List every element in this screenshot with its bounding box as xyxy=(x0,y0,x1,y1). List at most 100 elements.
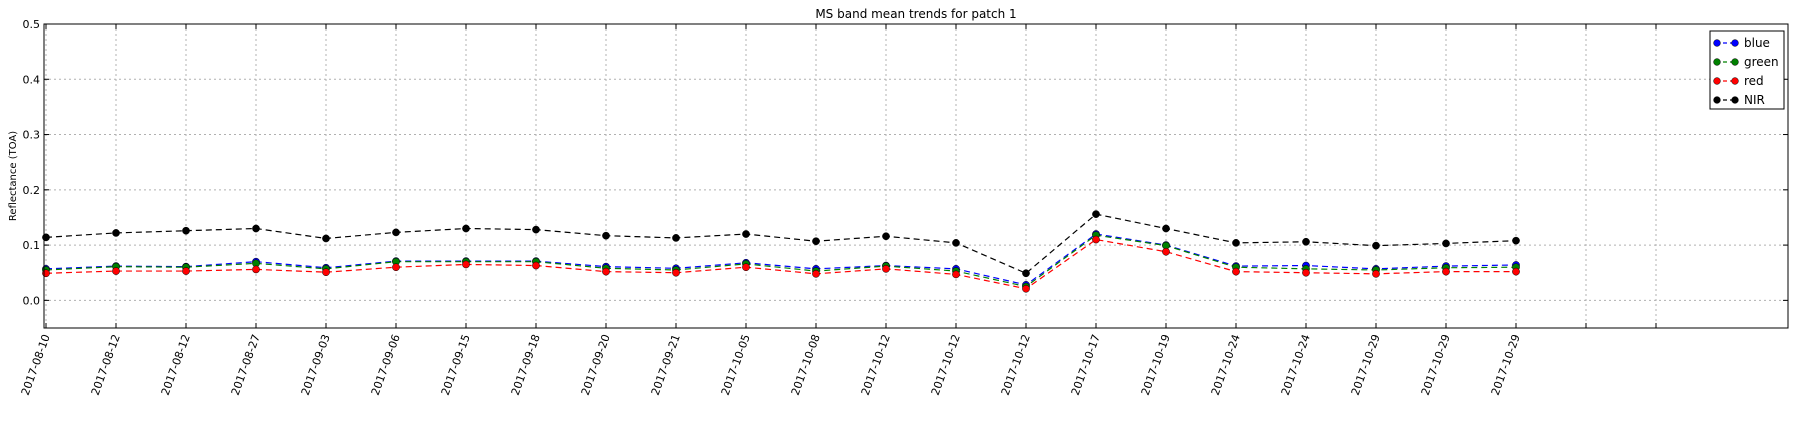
series-layer xyxy=(42,210,1520,293)
legend-item-blue: blue xyxy=(1713,36,1770,50)
data-point-nir xyxy=(882,232,890,241)
legend-marker xyxy=(1713,96,1721,104)
data-point-red xyxy=(112,267,120,275)
x-tick-label: 2017-10-24 xyxy=(1279,333,1313,398)
data-point-nir xyxy=(322,234,330,243)
x-tick-label: 2017-10-29 xyxy=(1489,333,1523,398)
legend-label: green xyxy=(1744,55,1779,69)
x-tick-label: 2017-10-17 xyxy=(1069,333,1103,398)
data-point-nir xyxy=(532,225,540,234)
legend-marker xyxy=(1713,39,1721,47)
legend-item-red: red xyxy=(1713,74,1764,88)
legend-marker xyxy=(1731,96,1739,104)
x-tick-label: 2017-09-15 xyxy=(439,333,473,398)
data-point-nir xyxy=(112,229,120,237)
data-point-nir xyxy=(462,224,470,233)
data-point-nir xyxy=(42,233,50,242)
x-tick-label: 2017-09-21 xyxy=(649,333,683,398)
data-point-nir xyxy=(1092,210,1100,218)
series-line-blue xyxy=(45,233,1517,286)
x-tick-label: 2017-10-19 xyxy=(1139,333,1173,398)
data-point-nir xyxy=(672,234,680,242)
data-point-red xyxy=(252,265,260,274)
y-tick-label: 0.2 xyxy=(23,184,41,197)
data-point-nir xyxy=(1022,269,1030,278)
legend-marker xyxy=(1713,58,1721,66)
x-tick-label: 2017-09-03 xyxy=(299,333,333,398)
data-point-nir xyxy=(812,237,820,246)
legend-item-green: green xyxy=(1713,55,1779,69)
data-point-red xyxy=(812,269,820,278)
x-tick-label: 2017-08-10 xyxy=(19,333,53,398)
data-point-nir xyxy=(1302,237,1310,246)
legend-item-nir: NIR xyxy=(1713,93,1765,107)
series-line-green xyxy=(45,234,1517,288)
x-tick-label: 2017-10-05 xyxy=(719,333,753,398)
data-point-nir xyxy=(1232,239,1240,247)
legend: blue green red NIR xyxy=(1709,30,1785,110)
data-point-red xyxy=(952,270,960,279)
data-point-nir xyxy=(392,228,400,237)
data-point-red xyxy=(1022,284,1030,293)
axis-layer: 0.0 0.1 0.2 0.3 0.4 0.5 2017-08-10 2017-08-12 20… xyxy=(19,18,1788,397)
x-tick-label: 2017-08-12 xyxy=(89,333,123,398)
y-tick-label: 0.3 xyxy=(23,129,41,142)
x-tick-label: 2017-10-08 xyxy=(789,333,823,398)
data-point-red xyxy=(462,260,470,269)
chart-title: MS band mean trends for patch 1 xyxy=(815,7,1016,21)
y-tick-label: 0.4 xyxy=(23,73,41,86)
data-point-red xyxy=(882,265,890,273)
data-point-nir xyxy=(1372,241,1380,250)
data-point-nir xyxy=(602,231,610,240)
x-tick-label: 2017-10-12 xyxy=(999,333,1033,398)
x-tick-label: 2017-10-24 xyxy=(1209,333,1243,398)
legend-marker xyxy=(1713,77,1721,85)
data-point-red xyxy=(1092,235,1100,244)
data-point-nir xyxy=(252,224,260,233)
data-point-nir xyxy=(1162,224,1170,233)
y-tick-label: 0.1 xyxy=(23,239,41,252)
legend-label: red xyxy=(1744,74,1764,88)
y-tick-label: 0.0 xyxy=(23,294,41,307)
y-tick-label: 0.5 xyxy=(23,18,41,31)
x-tick-label: 2017-09-06 xyxy=(369,333,403,398)
data-point-nir xyxy=(1442,239,1450,248)
series-red xyxy=(42,235,1520,293)
data-point-red xyxy=(1512,267,1520,276)
data-point-red xyxy=(42,269,50,278)
data-point-red xyxy=(672,268,680,277)
grid-layer xyxy=(44,24,1788,328)
legend-marker xyxy=(1731,58,1739,66)
data-point-red xyxy=(322,268,330,277)
data-point-red xyxy=(1442,267,1450,276)
x-tick-label: 2017-09-20 xyxy=(579,333,613,398)
legend-box xyxy=(1709,30,1785,110)
data-point-nir xyxy=(952,239,960,247)
data-point-nir xyxy=(1512,236,1520,245)
legend-label: NIR xyxy=(1744,93,1765,107)
plot-frame xyxy=(43,23,1789,329)
series-line-nir xyxy=(45,213,1517,274)
data-point-red xyxy=(1232,267,1240,276)
series-green xyxy=(42,231,1520,291)
data-point-red xyxy=(392,263,400,272)
data-point-red xyxy=(602,267,610,276)
series-line-red xyxy=(45,238,1516,290)
series-nir xyxy=(42,210,1520,278)
x-tick-label: 2017-08-27 xyxy=(229,333,263,398)
legend-marker xyxy=(1731,39,1739,47)
data-point-red xyxy=(182,267,190,275)
y-axis-label: Reflectance (TOA) xyxy=(8,131,19,221)
data-point-red xyxy=(742,263,750,272)
data-point-red xyxy=(1302,268,1310,277)
x-tick-label: 2017-10-29 xyxy=(1419,333,1453,398)
data-point-red xyxy=(1372,269,1380,278)
x-tick-label: 2017-10-12 xyxy=(929,333,963,398)
x-tick-label: 2017-10-12 xyxy=(859,333,893,398)
data-point-nir xyxy=(182,226,190,235)
data-point-red xyxy=(1162,247,1170,256)
legend-label: blue xyxy=(1744,36,1770,50)
series-blue xyxy=(42,230,1520,289)
x-tick-label: 2017-10-29 xyxy=(1349,333,1383,398)
